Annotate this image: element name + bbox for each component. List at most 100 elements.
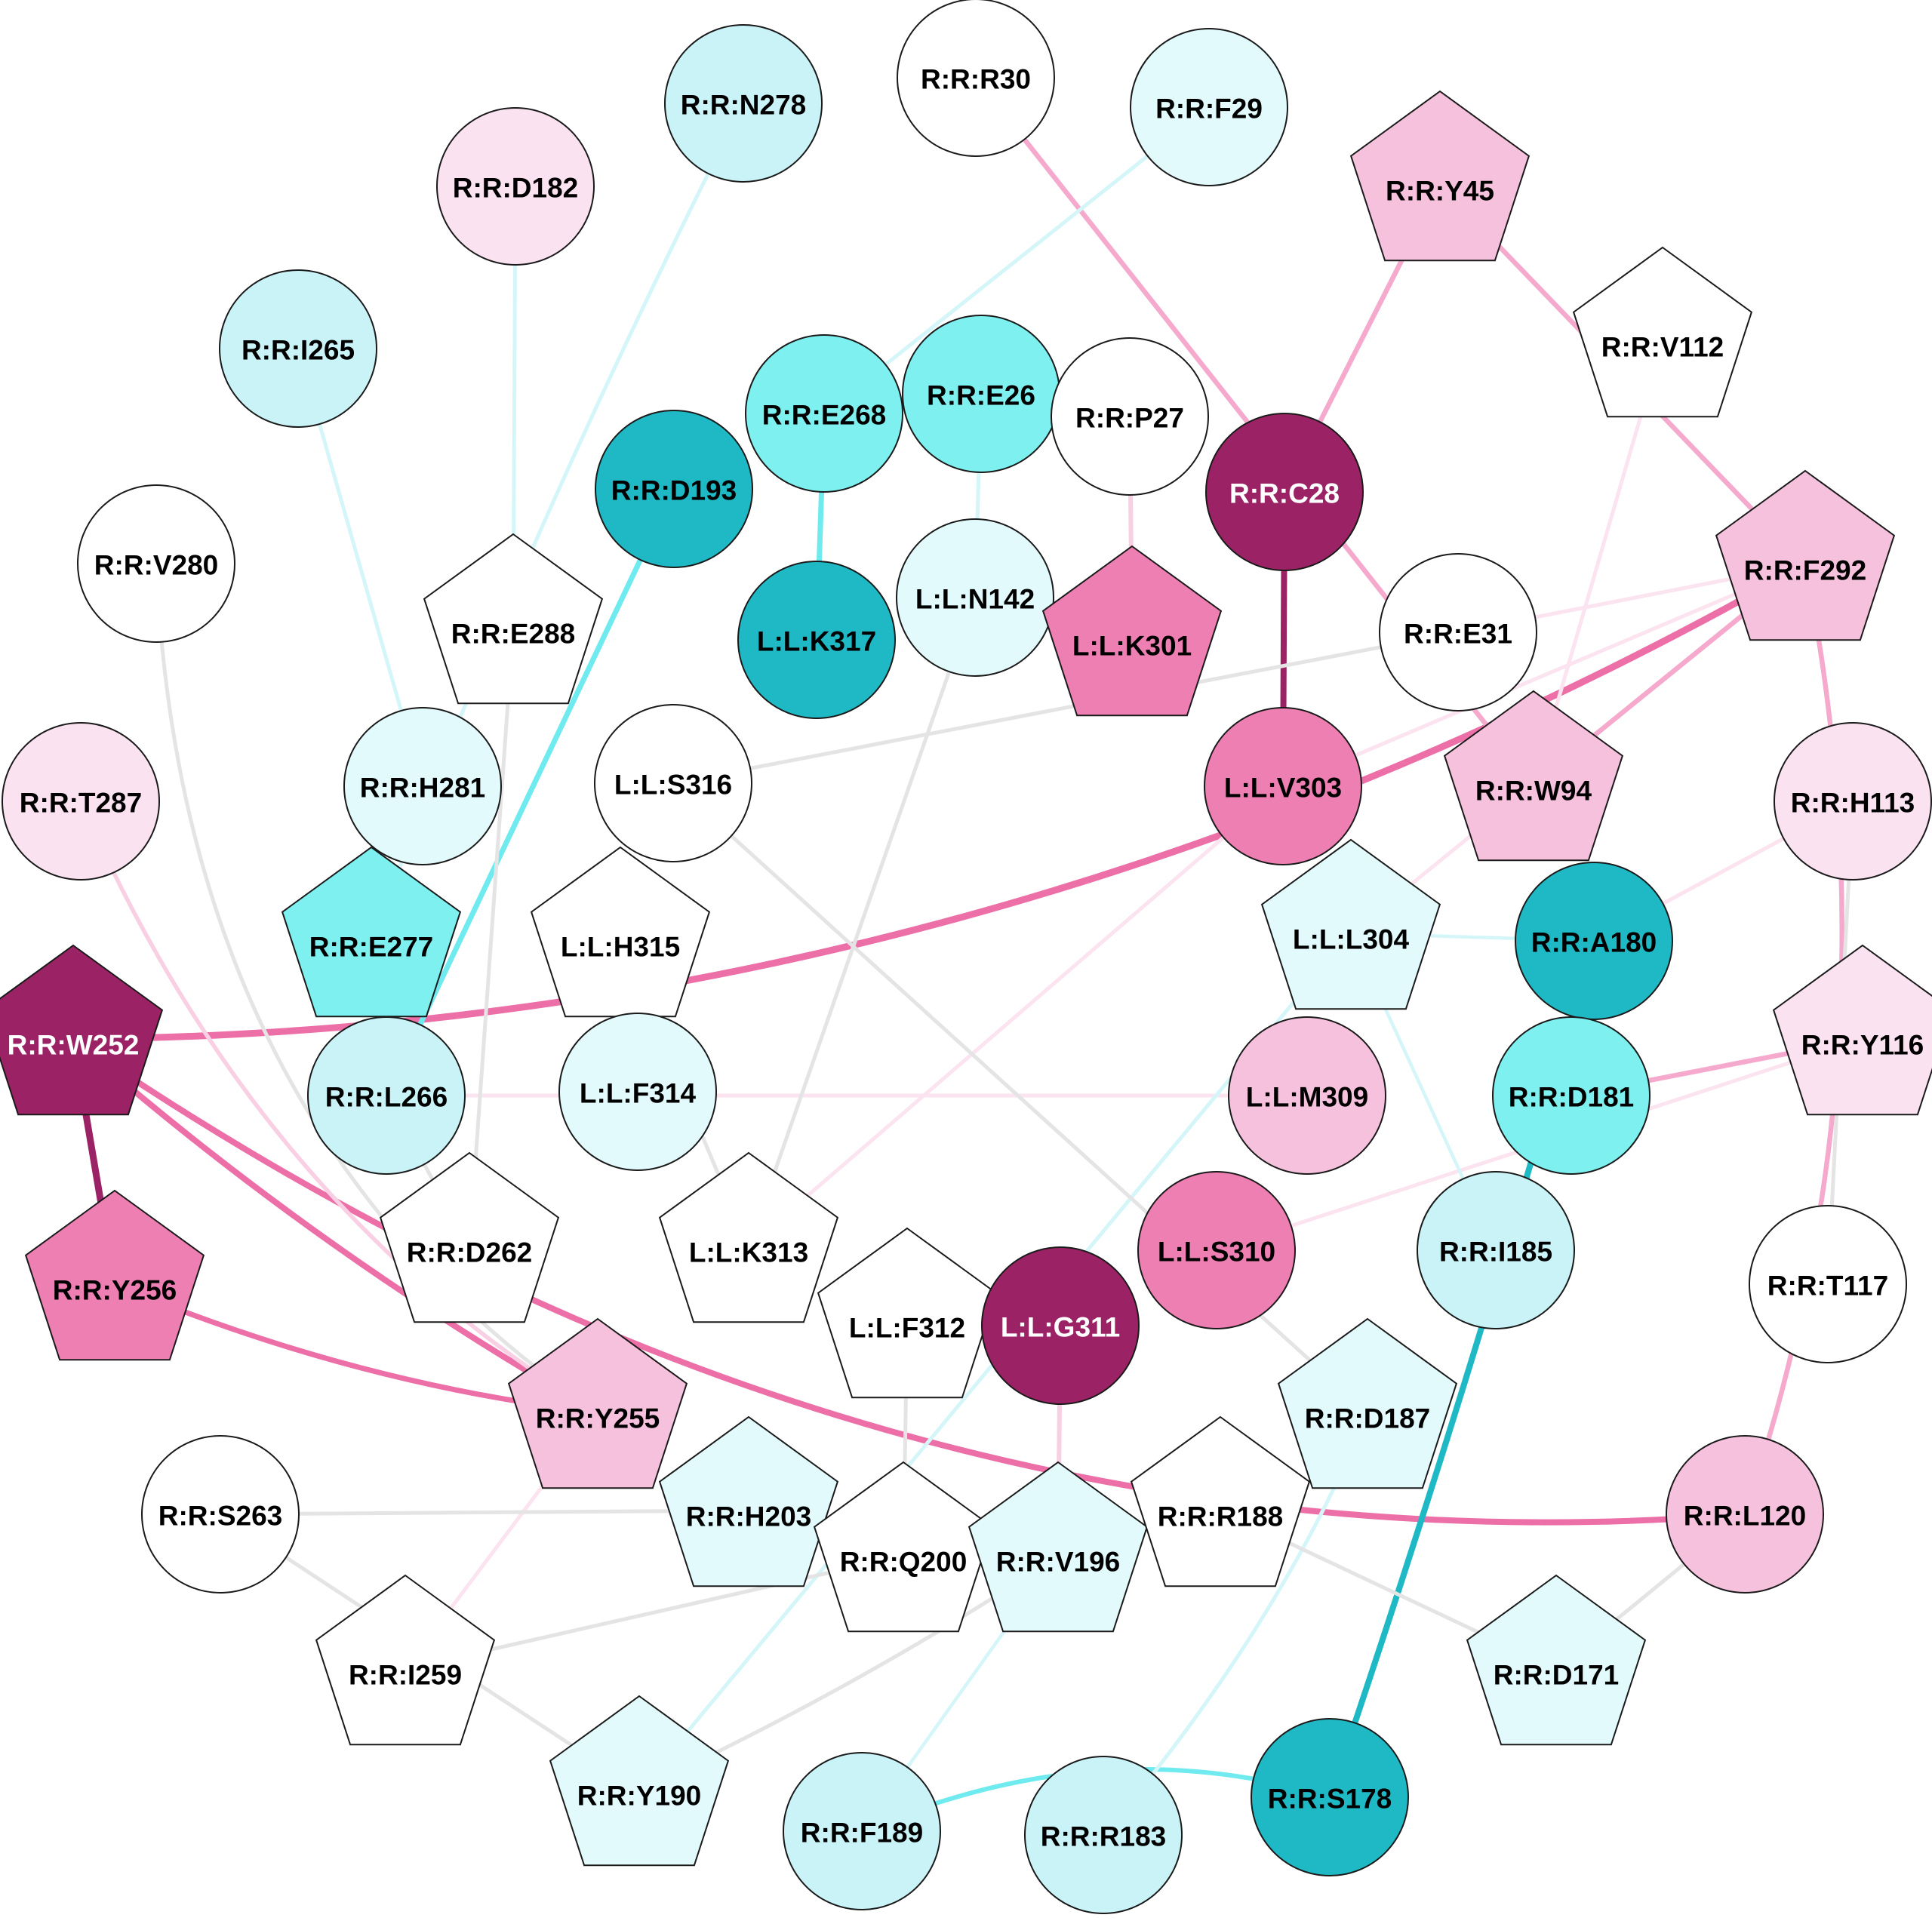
residue-circle (1515, 862, 1673, 1020)
node-R-R-H113[interactable]: R:R:H113 (1774, 722, 1932, 881)
node-R-R-R188[interactable]: R:R:R188 (1130, 1415, 1311, 1587)
residue-circle (981, 1246, 1140, 1405)
residue-circle (896, 518, 1054, 677)
node-R-R-E288[interactable]: R:R:E288 (423, 533, 604, 705)
node-R-R-I265[interactable]: R:R:I265 (219, 269, 377, 428)
node-R-R-D187[interactable]: R:R:D187 (1277, 1317, 1458, 1489)
node-R-R-I185[interactable]: R:R:I185 (1417, 1171, 1575, 1329)
node-R-R-Y256[interactable]: R:R:Y256 (24, 1189, 205, 1361)
node-R-R-P27[interactable]: R:R:P27 (1051, 337, 1209, 496)
node-R-R-D193[interactable]: R:R:D193 (595, 410, 753, 568)
residue-pentagon (1260, 838, 1441, 1010)
residue-circle (595, 410, 753, 568)
residue-pentagon (24, 1189, 205, 1361)
residue-circle (1205, 413, 1364, 571)
node-R-R-A180[interactable]: R:R:A180 (1515, 862, 1673, 1020)
residue-circle (436, 107, 595, 266)
node-R-R-D182[interactable]: R:R:D182 (436, 107, 595, 266)
node-R-R-H281[interactable]: R:R:H281 (343, 707, 502, 865)
node-R-R-T117[interactable]: R:R:T117 (1749, 1205, 1907, 1363)
residue-circle (594, 704, 752, 862)
node-R-R-E277[interactable]: R:R:E277 (281, 846, 462, 1018)
residue-pentagon (423, 533, 604, 705)
node-R-R-N278[interactable]: R:R:N278 (664, 24, 823, 183)
edge-R-R-H203--R-R-S263 (218, 1508, 751, 1517)
node-R-R-V280[interactable]: R:R:V280 (77, 484, 235, 643)
node-R-R-V196[interactable]: R:R:V196 (968, 1461, 1149, 1633)
node-R-R-I259[interactable]: R:R:I259 (315, 1574, 496, 1746)
node-R-R-S263[interactable]: R:R:S263 (141, 1435, 300, 1594)
residue-circle (219, 269, 377, 428)
node-R-R-E268[interactable]: R:R:E268 (745, 334, 903, 493)
node-L-L-V303[interactable]: L:L:V303 (1204, 707, 1362, 865)
residue-circle (1749, 1205, 1907, 1363)
edge-R-R-T287--R-R-Y255 (78, 799, 600, 1415)
residue-circle (141, 1435, 300, 1594)
residue-circle (343, 707, 502, 865)
node-R-R-Y255[interactable]: R:R:Y255 (507, 1317, 688, 1489)
node-R-R-Y190[interactable]: R:R:Y190 (549, 1695, 730, 1867)
residue-circle (1492, 1016, 1651, 1175)
node-L-L-K317[interactable]: L:L:K317 (737, 561, 896, 719)
edge-R-R-W252--R-R-L120 (70, 1036, 1748, 1526)
residue-circle (1251, 1718, 1409, 1876)
residue-pentagon (658, 1151, 839, 1323)
residue-circle (307, 1016, 466, 1175)
residue-pentagon (1772, 944, 1932, 1116)
residue-pentagon (507, 1317, 688, 1489)
node-R-R-W94[interactable]: R:R:W94 (1443, 690, 1624, 862)
node-R-R-R183[interactable]: R:R:R183 (1024, 1756, 1183, 1914)
node-R-R-H203[interactable]: R:R:H203 (658, 1415, 839, 1587)
residue-pentagon (1349, 90, 1531, 262)
residue-circle (664, 24, 823, 183)
residue-pentagon (0, 944, 164, 1116)
node-R-R-C28[interactable]: R:R:C28 (1205, 413, 1364, 571)
node-L-L-K301[interactable]: L:L:K301 (1041, 545, 1223, 717)
node-L-L-F312[interactable]: L:L:F312 (817, 1227, 998, 1399)
residue-circle (2, 722, 160, 881)
node-L-L-F314[interactable]: L:L:F314 (558, 1013, 717, 1171)
node-L-L-H315[interactable]: L:L:H315 (530, 846, 711, 1018)
node-L-L-M309[interactable]: L:L:M309 (1228, 1016, 1386, 1175)
residue-pentagon (530, 846, 711, 1018)
node-R-R-Q200[interactable]: R:R:Q200 (813, 1461, 994, 1633)
edge-L-L-N142--L-L-K313 (746, 595, 977, 1249)
residue-circle (1228, 1016, 1386, 1175)
node-R-R-D181[interactable]: R:R:D181 (1492, 1016, 1651, 1175)
edge-R-R-W252--R-R-Y255 (70, 1036, 601, 1415)
node-L-L-G311[interactable]: L:L:G311 (981, 1246, 1140, 1405)
node-R-R-S178[interactable]: R:R:S178 (1251, 1718, 1409, 1876)
residue-pentagon (1466, 1574, 1647, 1746)
edge-L-L-V303--L-L-K313 (746, 784, 1285, 1249)
residue-circle (1137, 1171, 1296, 1329)
node-L-L-N142[interactable]: L:L:N142 (896, 518, 1054, 677)
residue-pentagon (658, 1415, 839, 1587)
edge-R-R-F292--L-L-V303 (1281, 562, 1807, 788)
residue-pentagon (281, 846, 462, 1018)
node-R-R-L120[interactable]: R:R:L120 (1666, 1435, 1824, 1594)
node-R-R-W252[interactable]: R:R:W252 (0, 944, 164, 1116)
node-R-R-D171[interactable]: R:R:D171 (1466, 1574, 1647, 1746)
node-R-R-R30[interactable]: R:R:R30 (897, 0, 1055, 157)
node-L-L-S316[interactable]: L:L:S316 (594, 704, 752, 862)
residue-pentagon (1041, 545, 1223, 717)
node-L-L-K313[interactable]: L:L:K313 (658, 1151, 839, 1323)
node-R-R-Y116[interactable]: R:R:Y116 (1772, 944, 1932, 1116)
node-R-R-F189[interactable]: R:R:F189 (783, 1752, 941, 1910)
node-R-R-E26[interactable]: R:R:E26 (902, 315, 1060, 473)
residue-pentagon (968, 1461, 1149, 1633)
node-R-R-V112[interactable]: R:R:V112 (1572, 246, 1753, 418)
residue-pentagon (315, 1574, 496, 1746)
node-R-R-E31[interactable]: R:R:E31 (1379, 553, 1537, 711)
node-R-R-D262[interactable]: R:R:D262 (379, 1151, 560, 1323)
residue-circle (902, 315, 1060, 473)
node-L-L-S310[interactable]: L:L:S310 (1137, 1171, 1296, 1329)
node-R-R-Y45[interactable]: R:R:Y45 (1349, 90, 1531, 262)
node-R-R-F29[interactable]: R:R:F29 (1130, 28, 1288, 186)
node-R-R-L266[interactable]: R:R:L266 (307, 1016, 466, 1175)
node-R-R-T287[interactable]: R:R:T287 (2, 722, 160, 881)
residue-pentagon (1715, 469, 1896, 641)
residue-circle (897, 0, 1055, 157)
